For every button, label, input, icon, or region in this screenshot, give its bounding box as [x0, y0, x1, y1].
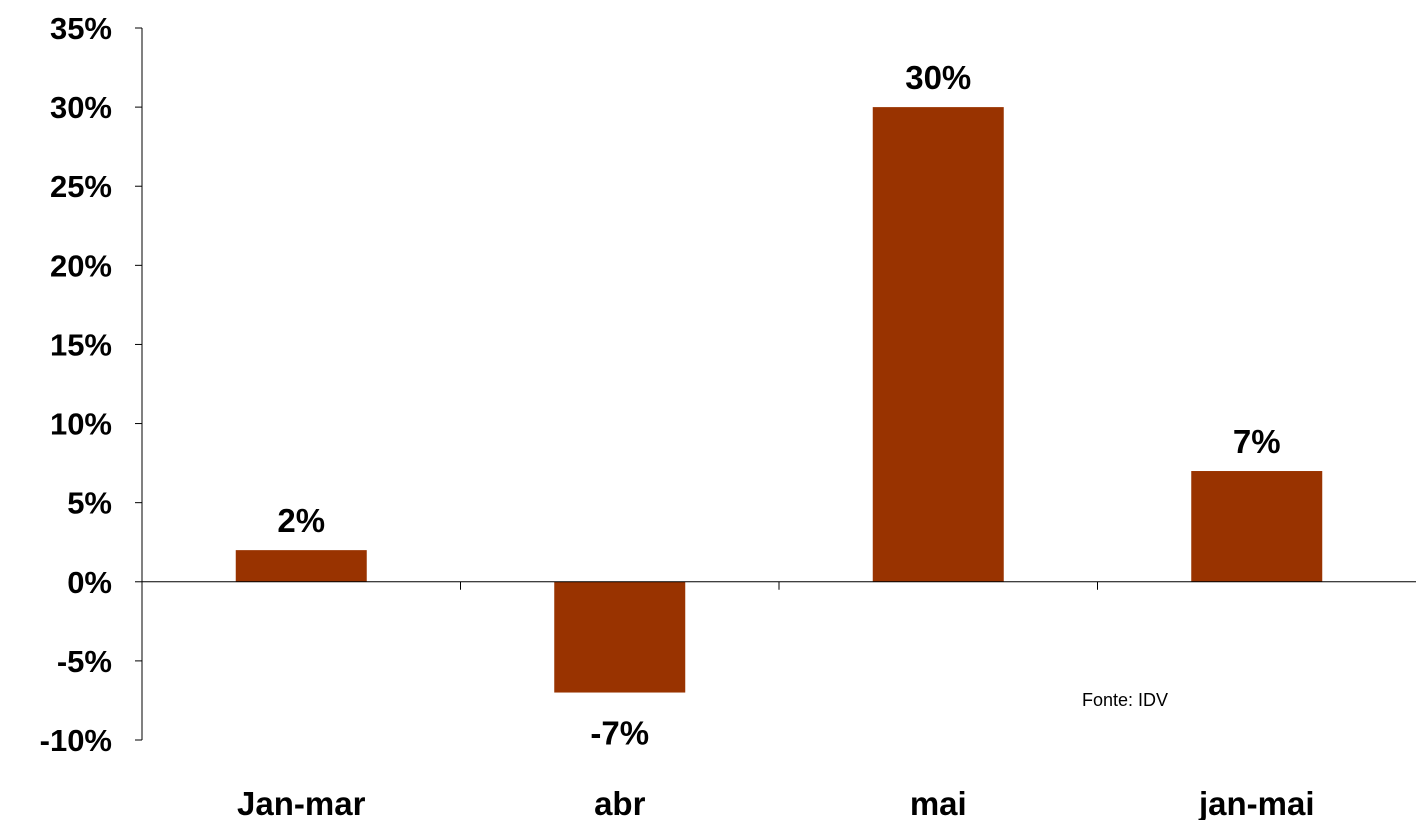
- bar: [1191, 471, 1323, 582]
- bar: [235, 550, 367, 582]
- category-label: jan-mai: [1198, 785, 1315, 820]
- data-label: 7%: [1233, 423, 1281, 460]
- y-tick-label: 15%: [50, 327, 112, 362]
- y-tick-label: 35%: [50, 11, 112, 46]
- data-label: 30%: [905, 59, 971, 96]
- x-axis: [141, 581, 1416, 590]
- y-tick-label: 0%: [67, 565, 112, 600]
- y-tick-label: -5%: [57, 644, 112, 679]
- category-label: abr: [594, 785, 646, 820]
- bar: [872, 107, 1004, 582]
- category-labels: Jan-mar abr mai jan-mai: [237, 785, 1314, 820]
- y-tick-label: 25%: [50, 169, 112, 204]
- data-labels: 2% -7% 30% 7%: [277, 59, 1280, 751]
- y-axis-ticks: -10% -5% 0% 5% 10% 15% 20% 25% 30% 35%: [40, 11, 142, 758]
- data-label: -7%: [590, 715, 649, 752]
- y-tick-label: 20%: [50, 248, 112, 283]
- category-label: Jan-mar: [237, 785, 366, 820]
- y-tick-label: 10%: [50, 407, 112, 442]
- y-tick-label: 30%: [50, 90, 112, 125]
- bars: [235, 107, 1323, 693]
- source-note: Fonte: IDV: [1082, 690, 1168, 710]
- category-label: mai: [910, 785, 967, 820]
- y-tick-label: 5%: [67, 486, 112, 521]
- y-tick-label: -10%: [40, 723, 112, 758]
- data-label: 2%: [277, 502, 325, 539]
- bar: [554, 581, 686, 693]
